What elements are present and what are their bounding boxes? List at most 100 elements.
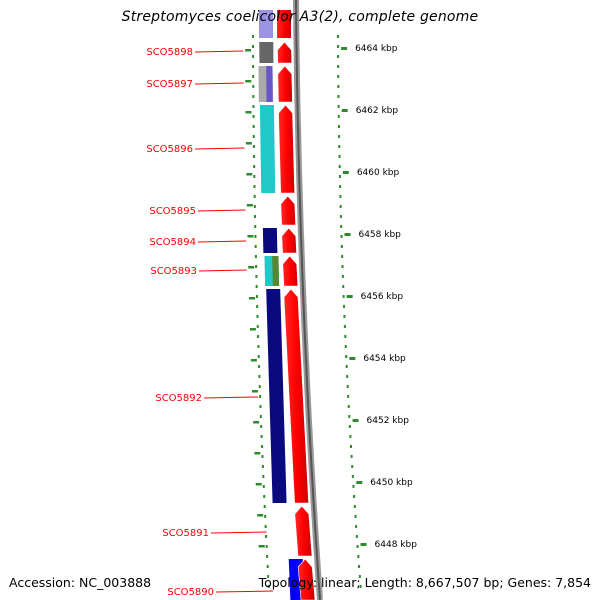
track-dot (338, 145, 341, 148)
strand-arrow-sco5890[interactable] (297, 558, 316, 600)
track-dot (267, 575, 270, 578)
track-dot (256, 325, 259, 328)
track-dot (259, 415, 262, 418)
ruler-tick (356, 481, 363, 484)
track-dot (340, 245, 343, 248)
track-dot (257, 355, 260, 358)
track-dot (344, 335, 347, 338)
partial-gene-block (259, 10, 273, 38)
track-dot (343, 315, 346, 318)
track-dot (262, 475, 265, 478)
track-dot (263, 495, 266, 498)
ruler-tick (342, 171, 349, 174)
track-dot (252, 55, 255, 58)
track-dot (252, 65, 255, 68)
strand-arrow-sco5894[interactable] (281, 227, 297, 254)
strand-arrow-sco5891[interactable] (294, 505, 313, 557)
track-dot (342, 285, 345, 288)
track-dot (255, 285, 258, 288)
strand-arrow-sco5892[interactable] (283, 288, 309, 504)
track-dot (351, 465, 354, 468)
gene-leader-line (198, 269, 247, 272)
gene-label-sco5890[interactable]: SCO5890 (167, 587, 214, 598)
track-dot (343, 305, 346, 308)
strand-arrow-sco5893[interactable] (282, 255, 299, 287)
ruler-tick (349, 357, 356, 360)
track-dot (264, 525, 267, 528)
track-dot (256, 315, 259, 318)
gene-leader-line (210, 531, 267, 534)
track-dot (357, 555, 360, 558)
track-dot (257, 345, 260, 348)
track-dot (350, 455, 353, 458)
ruler-label: 6456 kbp (361, 292, 404, 302)
track-dot (262, 485, 265, 488)
track-dot (347, 395, 350, 398)
gene-block-stripe (266, 66, 273, 102)
gene-block-sco5898[interactable] (259, 42, 274, 63)
gene-label-sco5893[interactable]: SCO5893 (150, 266, 197, 277)
gene-label-sco5896[interactable]: SCO5896 (146, 144, 193, 155)
track-dot (255, 295, 258, 298)
track-dot (337, 75, 340, 78)
track-dot (253, 175, 256, 178)
track-dot (346, 385, 349, 388)
left-ruler-tick (247, 235, 254, 238)
gene-label-sco5892[interactable]: SCO5892 (155, 393, 202, 404)
ruler-label: 6448 kbp (375, 540, 418, 550)
genome-backbone (293, 0, 323, 600)
track-dot (348, 425, 351, 428)
track-dot (358, 575, 361, 578)
gene-label-sco5895[interactable]: SCO5895 (149, 206, 196, 217)
track-dot (252, 75, 255, 78)
ruler-tick (341, 109, 348, 112)
track-dot (254, 245, 257, 248)
track-dot (339, 205, 342, 208)
gene-block-sco5896[interactable] (259, 105, 276, 193)
ruler-tick (360, 543, 367, 546)
strand-arrow-sco5897[interactable] (277, 65, 293, 103)
track-dot (354, 515, 357, 518)
track-dot (341, 265, 344, 268)
ruler-tick (352, 419, 359, 422)
gene-label-sco5891[interactable]: SCO5891 (162, 528, 209, 539)
track-dot (337, 105, 340, 108)
gene-label-sco5898[interactable]: SCO5898 (146, 47, 193, 58)
gene-block-sco5892[interactable] (266, 289, 287, 503)
left-ruler-tick (245, 111, 252, 114)
left-ruler-tick (255, 483, 262, 486)
gene-block-stripe (272, 256, 280, 286)
ruler-tick (341, 47, 348, 50)
gene-label-sco5897[interactable]: SCO5897 (146, 79, 193, 90)
strand-arrow-sco5896[interactable] (278, 104, 296, 194)
track-dot (252, 125, 255, 128)
track-dot (353, 505, 356, 508)
track-dot (255, 275, 258, 278)
track-dot (337, 35, 339, 38)
track-dot (261, 455, 264, 458)
track-dot (253, 165, 256, 168)
track-dot (337, 45, 340, 48)
ruler-label: 6462 kbp (356, 106, 399, 116)
gene-leader-line (197, 209, 246, 212)
track-dot (252, 135, 255, 138)
track-dot (337, 65, 340, 68)
track-dot (341, 255, 344, 258)
strand-arrow-sco5895[interactable] (280, 195, 296, 226)
track-dot (346, 375, 349, 378)
track-dot (337, 125, 340, 128)
ruler-label: 6454 kbp (363, 354, 406, 364)
track-dot (345, 365, 348, 368)
gene-block-sco5894[interactable] (262, 228, 278, 253)
track-dot (261, 445, 264, 448)
gene-leader-line (203, 396, 259, 399)
track-dot (256, 305, 259, 308)
track-dot (345, 355, 348, 358)
strand-arrow-sco5898[interactable] (277, 41, 293, 64)
ruler-label: 6452 kbp (367, 416, 410, 426)
track-dot (254, 225, 257, 228)
track-dot (338, 175, 341, 178)
track-dot (344, 345, 347, 348)
gene-label-sco5894[interactable]: SCO5894 (149, 237, 196, 248)
